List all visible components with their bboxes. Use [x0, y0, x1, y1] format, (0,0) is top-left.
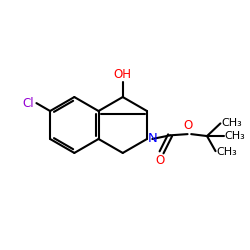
Text: Cl: Cl	[23, 96, 34, 110]
Text: CH₃: CH₃	[216, 147, 237, 157]
Text: O: O	[184, 119, 193, 132]
Text: CH₃: CH₃	[224, 131, 245, 141]
Text: N: N	[148, 132, 158, 145]
Text: CH₃: CH₃	[221, 118, 242, 128]
Text: O: O	[156, 154, 165, 167]
Text: OH: OH	[114, 68, 132, 80]
